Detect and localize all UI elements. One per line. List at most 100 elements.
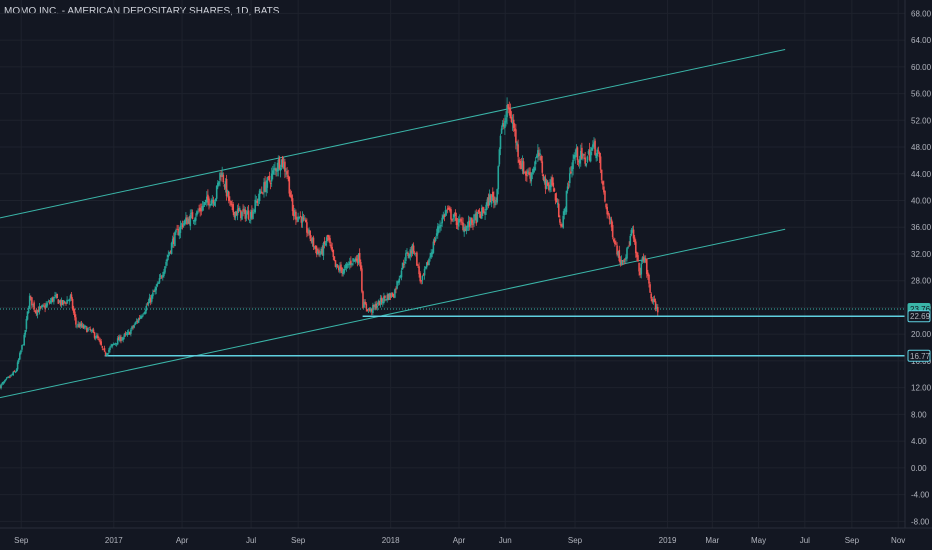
candle-body	[0, 384, 2, 389]
candle-body	[456, 222, 459, 225]
candle-body	[535, 155, 538, 158]
candle-body	[222, 174, 225, 183]
candle-body	[126, 332, 129, 335]
candle-body	[152, 292, 154, 297]
candle-body	[245, 213, 248, 219]
candle-body	[61, 300, 64, 305]
candle-body	[345, 264, 348, 269]
candle-body	[255, 201, 258, 203]
price-axis[interactable]: 68.00 64.00 60.00 56.00 52.00 48.00 44.00 40.00…	[911, 9, 932, 526]
candle-body	[507, 104, 509, 109]
candle-body	[79, 323, 82, 327]
candle-body	[464, 228, 467, 232]
candle-body	[460, 219, 462, 222]
candle-body	[566, 186, 569, 191]
candle-body	[167, 255, 170, 258]
candle-body	[498, 149, 501, 165]
candle-body	[629, 235, 632, 245]
candle-body	[539, 153, 541, 155]
candle-body	[555, 198, 558, 203]
candle-body	[131, 326, 133, 329]
candle-body	[286, 171, 288, 175]
candle-body	[482, 207, 484, 212]
candle-body	[374, 304, 376, 308]
candle-body	[331, 246, 333, 252]
price-label: 23.76	[910, 305, 931, 314]
candle-body	[161, 275, 164, 277]
candle-body	[398, 278, 401, 283]
candle-body	[203, 202, 206, 206]
candle-body	[330, 244, 332, 248]
candle-body	[477, 209, 480, 213]
candle-body	[356, 258, 359, 264]
candle-body	[72, 308, 75, 313]
candle-body	[465, 226, 468, 232]
candle-body	[530, 173, 533, 182]
candle-body	[540, 156, 542, 161]
time-axis[interactable]: Sep 2017 Apr Jul Sep 2018 Apr Jun Sep 2019 Mar May J…	[14, 536, 905, 545]
candle-body	[148, 297, 151, 303]
x-tick-label: 2018	[382, 536, 400, 545]
candle-body	[319, 253, 321, 256]
candle-body	[486, 199, 489, 206]
candle-body	[614, 240, 616, 245]
candle-body	[414, 252, 417, 254]
candle-body	[329, 238, 331, 244]
candle-body	[656, 307, 659, 313]
candle-body	[187, 219, 189, 224]
candle-body	[645, 258, 648, 275]
candle-body	[284, 161, 286, 172]
y-tick-label: 12.00	[911, 384, 932, 393]
candle-body	[142, 314, 144, 316]
candle-body	[533, 167, 536, 171]
candle-body	[108, 349, 110, 353]
candle-body	[90, 330, 93, 332]
candle-body	[242, 209, 244, 212]
candle-body	[449, 208, 451, 211]
candle-body	[548, 184, 550, 190]
candle-body	[105, 353, 108, 356]
candle-body	[428, 259, 430, 266]
candle-body	[572, 159, 574, 169]
candle-body	[333, 256, 336, 261]
candle-body	[91, 330, 94, 331]
candle-body	[296, 218, 298, 220]
candle-body	[134, 322, 137, 325]
candle-body	[18, 353, 21, 360]
candle-body	[440, 225, 442, 227]
candle-body	[149, 298, 152, 302]
candle-body	[165, 261, 167, 266]
candle-body	[147, 302, 150, 305]
y-tick-label: 64.00	[911, 36, 932, 45]
candle-body	[289, 192, 292, 198]
candle-body	[587, 151, 590, 154]
candle-body	[472, 223, 474, 225]
candle-body	[387, 294, 390, 300]
candle-body	[458, 219, 461, 221]
candle-body	[359, 262, 362, 270]
candle-body	[554, 193, 557, 201]
candle-body	[364, 301, 366, 305]
candle-body	[303, 219, 306, 221]
candle-body	[643, 257, 646, 263]
candle-body	[27, 307, 30, 313]
candle-body	[453, 214, 456, 218]
candle-body	[390, 293, 393, 298]
candle-body	[57, 299, 60, 304]
candle-body	[441, 217, 443, 224]
candle-body	[13, 371, 16, 372]
candle-body	[6, 377, 9, 379]
candle-body	[207, 194, 209, 200]
candle-body	[12, 371, 14, 376]
candle-body	[500, 128, 503, 134]
candle-body	[77, 323, 79, 325]
candle-body	[432, 241, 435, 253]
candle-body	[552, 182, 555, 187]
candle-body	[87, 328, 89, 332]
candle-body	[113, 343, 116, 345]
candle-body	[186, 217, 188, 225]
candle-body	[101, 346, 104, 348]
candle-body	[25, 318, 28, 329]
candle-body	[292, 210, 295, 217]
